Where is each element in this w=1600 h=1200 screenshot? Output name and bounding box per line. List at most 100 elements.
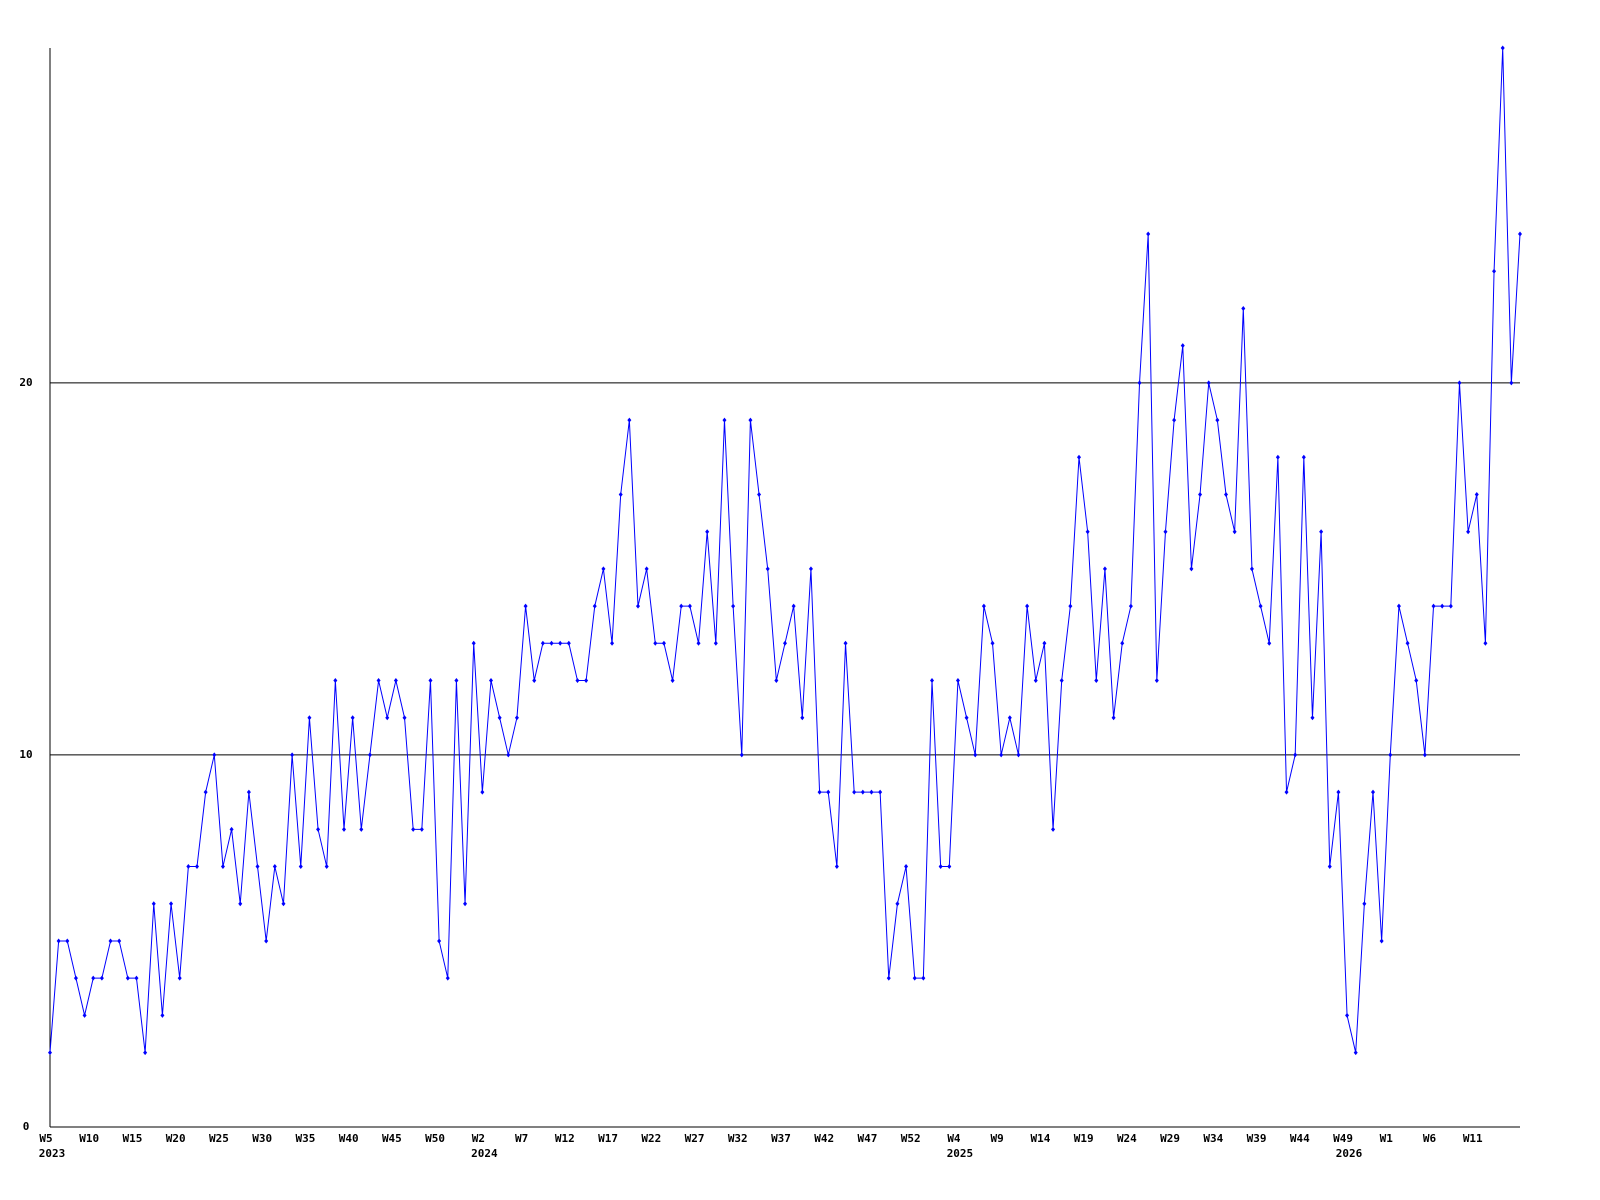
data-point [1466, 529, 1471, 535]
data-point [272, 864, 277, 870]
data-point [817, 789, 822, 795]
data-point [350, 715, 355, 721]
data-point [367, 752, 372, 758]
data-point [454, 678, 459, 684]
data-point [212, 752, 217, 758]
data-point [1319, 529, 1324, 535]
data-point [290, 752, 295, 758]
x-tick-label: W44 [1290, 1132, 1310, 1145]
x-tick-label: W17 [598, 1132, 618, 1145]
data-point [1249, 566, 1254, 572]
data-point [160, 1012, 165, 1018]
data-point [774, 678, 779, 684]
data-point [506, 752, 511, 758]
data-point [1275, 454, 1280, 460]
data-point [1353, 1050, 1358, 1056]
x-tick-label: W40 [339, 1132, 359, 1145]
data-point [402, 715, 407, 721]
data-point [566, 640, 571, 646]
data-point [999, 752, 1004, 758]
data-point [1362, 901, 1367, 907]
data-point [575, 678, 580, 684]
data-point [177, 975, 182, 981]
data-point [463, 901, 468, 907]
data-point [627, 417, 632, 423]
x-year-label: 2023 [39, 1147, 66, 1160]
data-point [1431, 603, 1436, 609]
y-tick-label: 0 [23, 1120, 30, 1133]
data-point [1111, 715, 1116, 721]
data-point [955, 678, 960, 684]
data-point [921, 975, 926, 981]
x-tick-label: W5 [39, 1132, 52, 1145]
data-point [419, 826, 424, 832]
data-point [540, 640, 545, 646]
data-point [636, 603, 640, 609]
x-tick-label: W52 [901, 1132, 921, 1145]
data-point [428, 678, 433, 684]
data-point [679, 603, 684, 609]
data-point [1327, 864, 1332, 870]
data-point [912, 975, 917, 981]
data-point [1284, 789, 1289, 795]
data-point [904, 864, 909, 870]
data-point [1224, 491, 1228, 497]
data-point [1033, 678, 1038, 684]
data-point [1440, 603, 1445, 609]
data-point [895, 901, 900, 907]
data-line [49, 47, 1521, 1053]
data-point [1422, 752, 1427, 758]
data-point [151, 901, 156, 907]
x-tick-label: W34 [1203, 1132, 1223, 1145]
x-tick-label: W12 [555, 1132, 575, 1145]
data-point [1085, 529, 1090, 535]
data-point [359, 826, 364, 832]
data-point [316, 826, 321, 832]
data-point [558, 640, 563, 646]
data-point [696, 640, 701, 646]
x-year-label: 2026 [1336, 1147, 1363, 1160]
data-point [1206, 380, 1211, 386]
data-point [1492, 268, 1497, 274]
data-point [246, 789, 251, 795]
x-tick-label: W14 [1030, 1132, 1050, 1145]
data-point [1474, 491, 1479, 497]
data-point [592, 603, 597, 609]
x-tick-label: W25 [209, 1132, 229, 1145]
data-point [238, 901, 243, 907]
x-tick-label: W39 [1247, 1132, 1267, 1145]
data-point [1293, 752, 1298, 758]
data-point [1016, 752, 1021, 758]
data-point [1094, 678, 1099, 684]
data-point [99, 975, 104, 981]
data-point [73, 975, 78, 981]
data-point [964, 715, 969, 721]
data-point [584, 678, 589, 684]
data-point [1258, 603, 1263, 609]
data-point [722, 417, 727, 423]
data-point [169, 901, 174, 907]
data-point [1500, 45, 1505, 51]
x-tick-label: W11 [1463, 1132, 1483, 1145]
data-point [1310, 715, 1315, 721]
data-point [653, 640, 658, 646]
data-point [783, 640, 787, 646]
data-point [333, 678, 338, 684]
data-point [843, 640, 848, 646]
data-point [1051, 826, 1056, 832]
data-point [947, 864, 952, 870]
data-point [601, 566, 606, 572]
data-point [1102, 566, 1107, 572]
x-tick-label: W49 [1333, 1132, 1353, 1145]
data-point [471, 640, 476, 646]
data-point [1336, 789, 1341, 795]
data-point [117, 938, 122, 944]
data-point [108, 938, 113, 944]
data-point [1396, 603, 1401, 609]
data-point [376, 678, 381, 684]
data-point [1448, 603, 1453, 609]
data-point [480, 789, 485, 795]
data-point [307, 715, 312, 721]
x-tick-label: W45 [382, 1132, 402, 1145]
